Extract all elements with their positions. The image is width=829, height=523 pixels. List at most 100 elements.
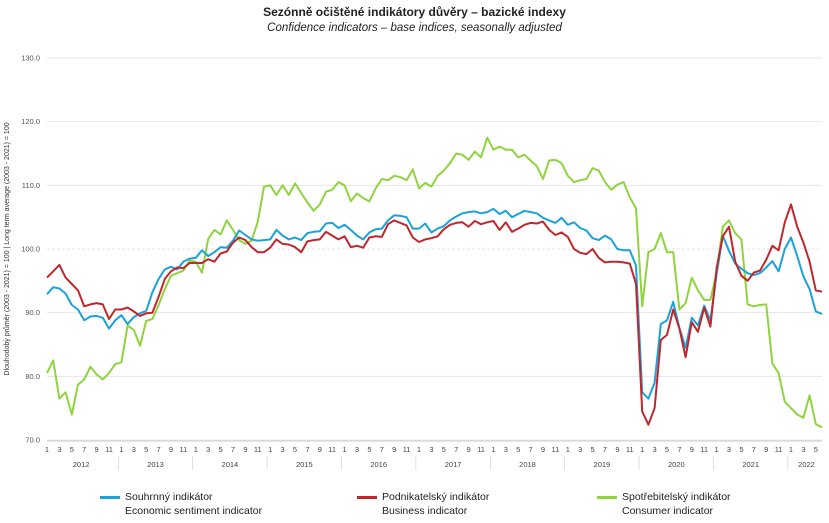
legend-swatch <box>100 496 120 499</box>
y-tick-label: 70.0 <box>25 436 40 445</box>
x-tick-label: 1 <box>789 445 793 454</box>
x-tick-label: 1 <box>640 445 644 454</box>
x-tick-label: 9 <box>169 445 173 454</box>
x-tick-label: 7 <box>380 445 384 454</box>
x-tick-label: 1 <box>566 445 570 454</box>
x-tick-label: 9 <box>243 445 247 454</box>
x-tick-label: 7 <box>231 445 235 454</box>
legend-item-business: Podnikatelský indikátor Business indicat… <box>357 490 489 518</box>
chart-title: Sezónně očištěné indikátory důvěry – baz… <box>263 5 566 19</box>
x-year-label: 2014 <box>222 460 239 469</box>
x-tick-label: 5 <box>70 445 74 454</box>
x-tick-label: 11 <box>775 445 783 454</box>
x-tick-label: 7 <box>752 445 756 454</box>
x-tick-label: 3 <box>429 445 433 454</box>
x-tick-label: 11 <box>403 445 411 454</box>
x-tick-label: 5 <box>665 445 669 454</box>
x-tick-label: 11 <box>105 445 113 454</box>
chart-subtitle: Confidence indicators – base indices, se… <box>267 22 562 34</box>
series-line-business-indicator <box>46 203 823 426</box>
legend-label-cz: Spotřebitelský indikátor <box>622 491 731 503</box>
x-tick-label: 11 <box>477 445 485 454</box>
x-tick-label: 3 <box>578 445 582 454</box>
y-axis-label: Dlouhodobý průměr (2003 - 2021) = 100 | … <box>3 122 11 375</box>
legend-label-en: Business indicator <box>382 505 468 517</box>
x-tick-label: 1 <box>268 445 272 454</box>
x-tick-label: 1 <box>45 445 49 454</box>
x-year-label: 2021 <box>742 460 759 469</box>
legend-label-cz: Souhrnný indikátor <box>125 491 213 503</box>
legend-item-economic-sentiment: Souhrnný indikátor Economic sentiment in… <box>100 490 262 518</box>
x-tick-label: 3 <box>132 445 136 454</box>
x-tick-label: 11 <box>552 445 560 454</box>
x-tick-label: 5 <box>739 445 743 454</box>
x-tick-label: 11 <box>254 445 262 454</box>
x-year-label: 2022 <box>798 460 815 469</box>
x-tick-label: 5 <box>293 445 297 454</box>
y-tick-label: 110.0 <box>22 181 40 190</box>
x-tick-label: 9 <box>467 445 471 454</box>
x-tick-label: 5 <box>367 445 371 454</box>
x-tick-label: 11 <box>328 445 336 454</box>
x-tick-label: 7 <box>603 445 607 454</box>
x-tick-label: 5 <box>219 445 223 454</box>
x-tick-label: 9 <box>95 445 99 454</box>
x-tick-label: 1 <box>119 445 123 454</box>
grid-layer <box>47 57 822 441</box>
x-tick-label: 7 <box>529 445 533 454</box>
x-tick-label: 11 <box>180 445 188 454</box>
x-tick-label: 3 <box>504 445 508 454</box>
legend-item-consumer: Spotřebitelský indikátor Consumer indica… <box>597 490 731 518</box>
x-tick-label: 9 <box>615 445 619 454</box>
x-year-label: 2015 <box>296 460 313 469</box>
x-tick-label: 3 <box>727 445 731 454</box>
x-tick-label: 11 <box>700 445 708 454</box>
x-tick-label: 9 <box>690 445 694 454</box>
y-axis: 70.0 80.0 90.0 100.0 110.0 120.0 130.0 <box>21 54 40 445</box>
x-year-label: 2016 <box>370 460 387 469</box>
legend-label-en: Consumer indicator <box>622 505 714 517</box>
x-tick-label: 3 <box>801 445 805 454</box>
x-year-label: 2012 <box>73 460 90 469</box>
x-tick-label: 7 <box>677 445 681 454</box>
x-tick-label: 5 <box>442 445 446 454</box>
legend-label-cz: Podnikatelský indikátor <box>382 491 490 503</box>
y-tick-label: 130.0 <box>21 54 40 63</box>
x-year-label: 2017 <box>445 460 462 469</box>
x-year-label: 2019 <box>594 460 611 469</box>
y-tick-label: 90.0 <box>25 308 40 317</box>
x-tick-label: 3 <box>57 445 61 454</box>
y-tick-label: 100.0 <box>21 245 40 254</box>
x-tick-label: 7 <box>157 445 161 454</box>
x-year-label: 2020 <box>668 460 685 469</box>
legend-swatch <box>597 496 617 499</box>
y-tick-label: 80.0 <box>25 372 40 381</box>
x-tick-label: 1 <box>715 445 719 454</box>
x-tick-label: 1 <box>194 445 198 454</box>
x-axis: 1 3 5 7 9 11 1 3 5 7 9 11 1 3 5 7 9 11 1 3 5 7 9 11 1 3 5 7 9 11 1 3 5 7 9… <box>45 440 822 470</box>
legend-label-en: Economic sentiment indicator <box>125 505 263 517</box>
x-tick-label: 3 <box>206 445 210 454</box>
x-tick-label: 3 <box>281 445 285 454</box>
x-year-label: 2018 <box>519 460 536 469</box>
x-tick-label: 7 <box>305 445 309 454</box>
legend-swatch <box>357 496 377 499</box>
x-tick-label: 1 <box>343 445 347 454</box>
x-tick-label: 9 <box>764 445 768 454</box>
x-tick-label: 5 <box>516 445 520 454</box>
x-tick-label: 11 <box>626 445 634 454</box>
series-layer <box>46 136 823 429</box>
y-tick-label: 120.0 <box>21 117 40 126</box>
x-tick-label: 9 <box>392 445 396 454</box>
series-line-consumer-indicator <box>46 136 823 429</box>
x-tick-label: 5 <box>144 445 148 454</box>
x-tick-label: 3 <box>355 445 359 454</box>
x-year-label: 2013 <box>147 460 164 469</box>
x-tick-label: 1 <box>491 445 495 454</box>
x-tick-label: 5 <box>591 445 595 454</box>
x-tick-label: 3 <box>653 445 657 454</box>
x-tick-label: 7 <box>454 445 458 454</box>
x-tick-label: 9 <box>541 445 545 454</box>
x-tick-label: 1 <box>417 445 421 454</box>
